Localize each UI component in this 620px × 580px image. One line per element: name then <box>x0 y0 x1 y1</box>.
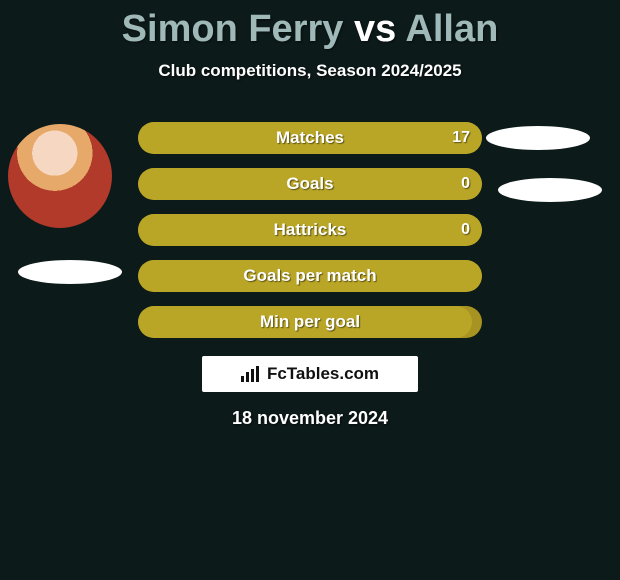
stat-label: Min per goal <box>138 306 482 338</box>
name-ellipse-player2 <box>498 178 602 202</box>
avatar-player1 <box>8 124 112 228</box>
barchart-icon <box>241 366 261 382</box>
stat-label: Matches <box>138 122 482 154</box>
subtitle: Club competitions, Season 2024/2025 <box>0 61 620 81</box>
snapshot-date: 18 november 2024 <box>0 408 620 429</box>
stat-bar-goals: Goals 0 <box>138 168 482 200</box>
avatar-ellipse-player2 <box>486 126 590 150</box>
stat-bar-hattricks: Hattricks 0 <box>138 214 482 246</box>
title-player1: Simon Ferry <box>122 8 344 50</box>
stat-bar-goals-per-match: Goals per match <box>138 260 482 292</box>
stat-bar-min-per-goal: Min per goal <box>138 306 482 338</box>
source-logo: FcTables.com <box>202 356 418 392</box>
stat-label: Hattricks <box>138 214 482 246</box>
title-vs: vs <box>354 8 396 50</box>
page-title: Simon Ferry vs Allan <box>0 0 620 51</box>
source-logo-text: FcTables.com <box>267 364 379 384</box>
stat-label: Goals per match <box>138 260 482 292</box>
title-player2: Allan <box>405 8 498 50</box>
stat-value: 0 <box>461 214 470 246</box>
stat-value: 17 <box>452 122 470 154</box>
stat-bar-matches: Matches 17 <box>138 122 482 154</box>
stat-bars: Matches 17 Goals 0 Hattricks 0 Goals per… <box>138 122 482 352</box>
name-ellipse-player1 <box>18 260 122 284</box>
comparison-card: Simon Ferry vs Allan Club competitions, … <box>0 0 620 580</box>
stat-value: 0 <box>461 168 470 200</box>
stat-label: Goals <box>138 168 482 200</box>
